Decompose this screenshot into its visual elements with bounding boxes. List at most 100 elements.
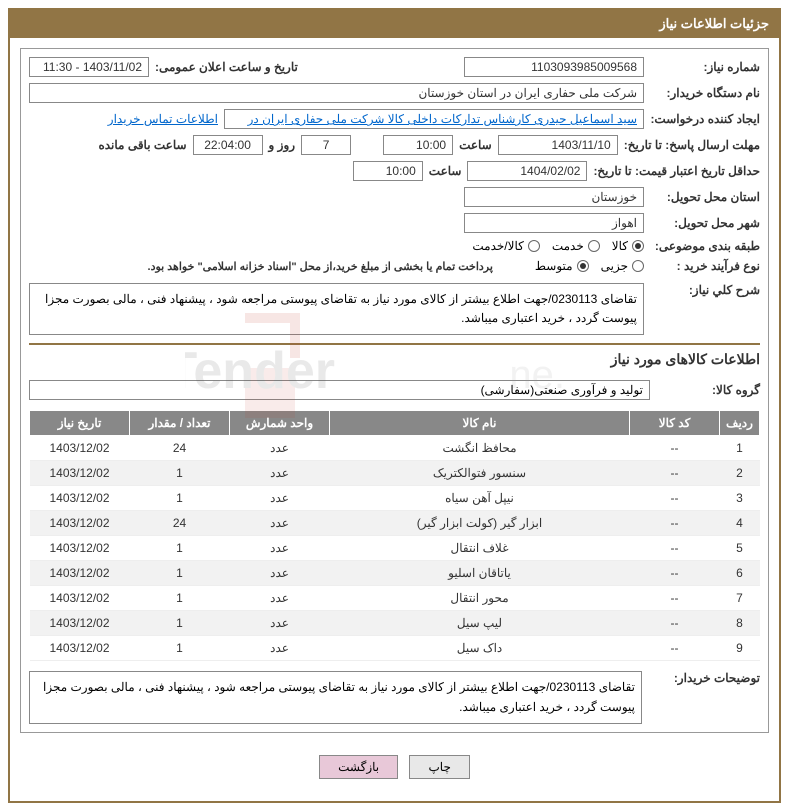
days-and-label: روز و — [269, 138, 296, 152]
table-cell: -- — [630, 486, 720, 511]
remaining-time-field: 22:04:00 — [193, 135, 263, 155]
response-deadline-label: مهلت ارسال پاسخ: تا تاریخ: — [624, 138, 760, 152]
table-row: 3--نیپل آهن سیاهعدد11403/12/02 — [30, 486, 760, 511]
buyer-org-field: شرکت ملی حفاری ایران در استان خوزستان — [29, 83, 644, 103]
table-cell: 24 — [130, 511, 230, 536]
table-cell: 1 — [130, 486, 230, 511]
need-number-label: شماره نیاز: — [650, 60, 760, 74]
table-cell: 1 — [130, 536, 230, 561]
table-cell: 1403/12/02 — [30, 586, 130, 611]
table-cell: -- — [630, 586, 720, 611]
radio-icon — [528, 240, 540, 252]
announce-datetime-field: 1403/11/02 - 11:30 — [29, 57, 149, 77]
table-cell: -- — [630, 611, 720, 636]
buyer-notes-label: توضیحات خریدار: — [650, 671, 760, 685]
table-header-cell: واحد شمارش — [230, 411, 330, 436]
table-cell: محافظ انگشت — [330, 436, 630, 461]
table-cell: -- — [630, 536, 720, 561]
contact-buyer-link[interactable]: اطلاعات تماس خریدار — [108, 112, 218, 126]
delivery-province-label: استان محل تحویل: — [650, 190, 760, 204]
price-validity-date-field: 1404/02/02 — [467, 161, 587, 181]
table-cell: عدد — [230, 436, 330, 461]
table-cell: ابزار گیر (کولت ابزار گیر) — [330, 511, 630, 536]
table-cell: -- — [630, 636, 720, 661]
table-cell: 1403/12/02 — [30, 486, 130, 511]
remaining-label: ساعت باقی مانده — [98, 138, 186, 152]
goods-group-field: تولید و فرآوری صنعتی(سفارشی) — [29, 380, 650, 400]
print-button[interactable]: چاپ — [409, 755, 469, 779]
back-button[interactable]: بازگشت — [319, 755, 398, 779]
table-cell: عدد — [230, 611, 330, 636]
table-cell: محور انتقال — [330, 586, 630, 611]
table-cell: لیپ سیل — [330, 611, 630, 636]
table-cell: 1 — [130, 561, 230, 586]
need-info-fieldset: شماره نیاز: 1103093985009568 تاریخ و ساع… — [20, 48, 769, 733]
table-header-cell: کد کالا — [630, 411, 720, 436]
table-cell: 1 — [130, 461, 230, 486]
table-row: 5--غلاف انتقالعدد11403/12/02 — [30, 536, 760, 561]
table-row: 4--ابزار گیر (کولت ابزار گیر)عدد241403/1… — [30, 511, 760, 536]
table-cell: نیپل آهن سیاه — [330, 486, 630, 511]
requester-field: سید اسماعیل حیدری کارشناس تدارکات داخلی … — [224, 109, 644, 129]
buyer-notes-field: تقاضای 0230113/جهت اطلاع بیشتر از کالای … — [29, 671, 642, 723]
buyer-org-label: نام دستگاه خریدار: — [650, 86, 760, 100]
payment-note: پرداخت تمام یا بخشی از مبلغ خرید،از محل … — [148, 260, 493, 273]
table-cell: 6 — [720, 561, 760, 586]
general-desc-field: تقاضای 0230113/جهت اطلاع بیشتر از کالای … — [29, 283, 644, 335]
table-header-cell: ردیف — [720, 411, 760, 436]
footer-buttons: چاپ بازگشت — [20, 743, 769, 791]
radio-icon — [577, 260, 589, 272]
table-cell: 1403/12/02 — [30, 461, 130, 486]
hour-label-2: ساعت — [429, 164, 462, 178]
price-validity-time-field: 10:00 — [353, 161, 423, 181]
table-cell: عدد — [230, 561, 330, 586]
table-header-cell: تعداد / مقدار — [130, 411, 230, 436]
price-validity-label: حداقل تاریخ اعتبار قیمت: تا تاریخ: — [593, 164, 760, 178]
table-cell: -- — [630, 511, 720, 536]
table-cell: 8 — [720, 611, 760, 636]
table-row: 2--سنسور فتوالکتریکعدد11403/12/02 — [30, 461, 760, 486]
category-radio-2[interactable]: کالا/خدمت — [472, 239, 539, 253]
table-cell: -- — [630, 461, 720, 486]
table-cell: 1403/12/02 — [30, 561, 130, 586]
main-container: جزئیات اطلاعات نیاز شماره نیاز: 11030939… — [8, 8, 781, 803]
process-type-label: نوع فرآیند خرید : — [650, 259, 760, 273]
table-cell: 7 — [720, 586, 760, 611]
category-label: طبقه بندی موضوعی: — [650, 239, 760, 253]
general-desc-label: شرح کلي نیاز: — [650, 283, 760, 297]
table-header-cell: تاریخ نیاز — [30, 411, 130, 436]
table-cell: عدد — [230, 586, 330, 611]
table-cell: عدد — [230, 461, 330, 486]
need-number-field: 1103093985009568 — [464, 57, 644, 77]
table-cell: 1403/12/02 — [30, 636, 130, 661]
table-cell: عدد — [230, 636, 330, 661]
table-cell: عدد — [230, 486, 330, 511]
table-cell: 2 — [720, 461, 760, 486]
table-header-cell: نام کالا — [330, 411, 630, 436]
table-cell: 1403/12/02 — [30, 611, 130, 636]
radio-icon — [632, 240, 644, 252]
process-radio-1[interactable]: متوسط — [535, 259, 589, 273]
category-radio-1[interactable]: خدمت — [552, 239, 600, 253]
radio-icon — [588, 240, 600, 252]
process-radio-0[interactable]: جزیی — [601, 259, 644, 273]
radio-label: متوسط — [535, 259, 573, 273]
category-radio-0[interactable]: کالا — [612, 239, 644, 253]
page-title: جزئیات اطلاعات نیاز — [10, 10, 779, 38]
table-row: 9--داک سیلعدد11403/12/02 — [30, 636, 760, 661]
radio-label: خدمت — [552, 239, 584, 253]
radio-icon — [632, 260, 644, 272]
requester-label: ایجاد کننده درخواست: — [650, 112, 760, 126]
table-cell: 1403/12/02 — [30, 511, 130, 536]
goods-section-header: اطلاعات کالاهای مورد نیاز — [29, 343, 760, 374]
table-cell: یاتاقان اسلیو — [330, 561, 630, 586]
table-header-row: ردیفکد کالانام کالاواحد شمارشتعداد / مقد… — [30, 411, 760, 436]
hour-label-1: ساعت — [459, 138, 492, 152]
delivery-city-label: شهر محل تحویل: — [650, 216, 760, 230]
table-cell: 1403/12/02 — [30, 536, 130, 561]
table-cell: غلاف انتقال — [330, 536, 630, 561]
table-cell: 1403/12/02 — [30, 436, 130, 461]
table-cell: 4 — [720, 511, 760, 536]
process-radio-group: جزیی متوسط — [535, 259, 644, 273]
table-cell: -- — [630, 436, 720, 461]
